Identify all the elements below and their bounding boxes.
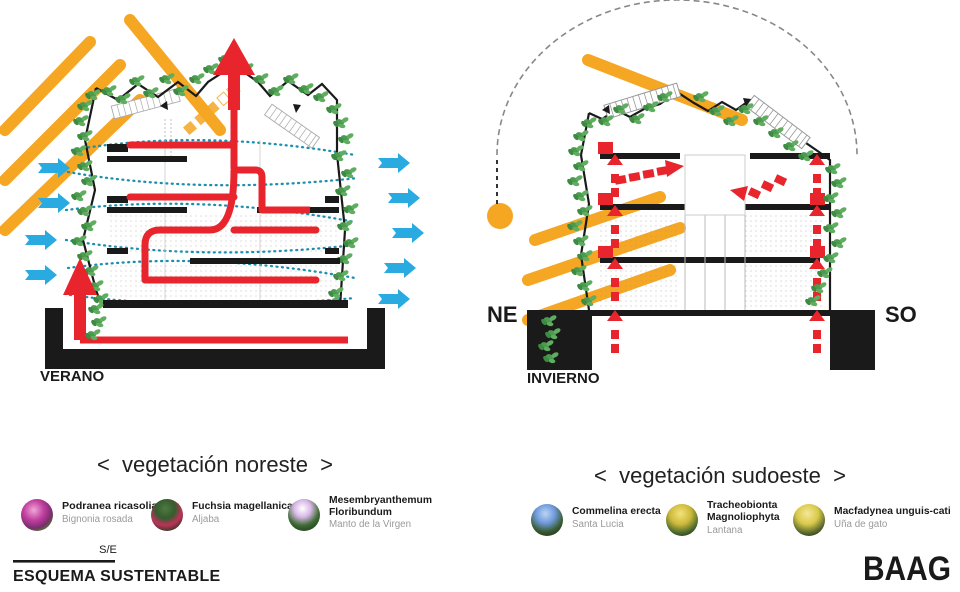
svg-text:Fuchsia magellanica: Fuchsia magellanica bbox=[192, 501, 293, 512]
svg-text:BAAG: BAAG bbox=[863, 549, 951, 587]
svg-text:Lantana: Lantana bbox=[707, 525, 743, 536]
svg-text:S/E: S/E bbox=[99, 544, 117, 556]
svg-text:Floribundum: Floribundum bbox=[329, 507, 392, 518]
svg-text:Uña de gato: Uña de gato bbox=[834, 519, 888, 530]
svg-text:Santa Lucia: Santa Lucia bbox=[572, 519, 624, 530]
svg-text:SO: SO bbox=[885, 302, 917, 327]
svg-text:Magnoliophyta: Magnoliophyta bbox=[707, 512, 780, 523]
svg-text:ESQUEMA SUSTENTABLE: ESQUEMA SUSTENTABLE bbox=[13, 568, 221, 585]
svg-text:Commelina erecta: Commelina erecta bbox=[572, 506, 661, 517]
svg-text:Macfadynea unguis-cati: Macfadynea unguis-cati bbox=[834, 506, 951, 517]
svg-text:< vegetación sudoeste >: < vegetación sudoeste > bbox=[594, 463, 846, 488]
svg-text:NE: NE bbox=[487, 302, 518, 327]
svg-text:VERANO: VERANO bbox=[40, 368, 105, 385]
svg-text:Bignonia rosada: Bignonia rosada bbox=[62, 514, 133, 525]
svg-text:Aljaba: Aljaba bbox=[192, 514, 220, 525]
svg-text:Mesembryanthemum: Mesembryanthemum bbox=[329, 495, 432, 506]
svg-text:INVIERNO: INVIERNO bbox=[527, 370, 600, 387]
svg-text:< vegetación noreste >: < vegetación noreste > bbox=[97, 452, 333, 477]
svg-text:Tracheobionta: Tracheobionta bbox=[707, 500, 778, 511]
svg-text:Manto de la Virgen: Manto de la Virgen bbox=[329, 519, 411, 530]
